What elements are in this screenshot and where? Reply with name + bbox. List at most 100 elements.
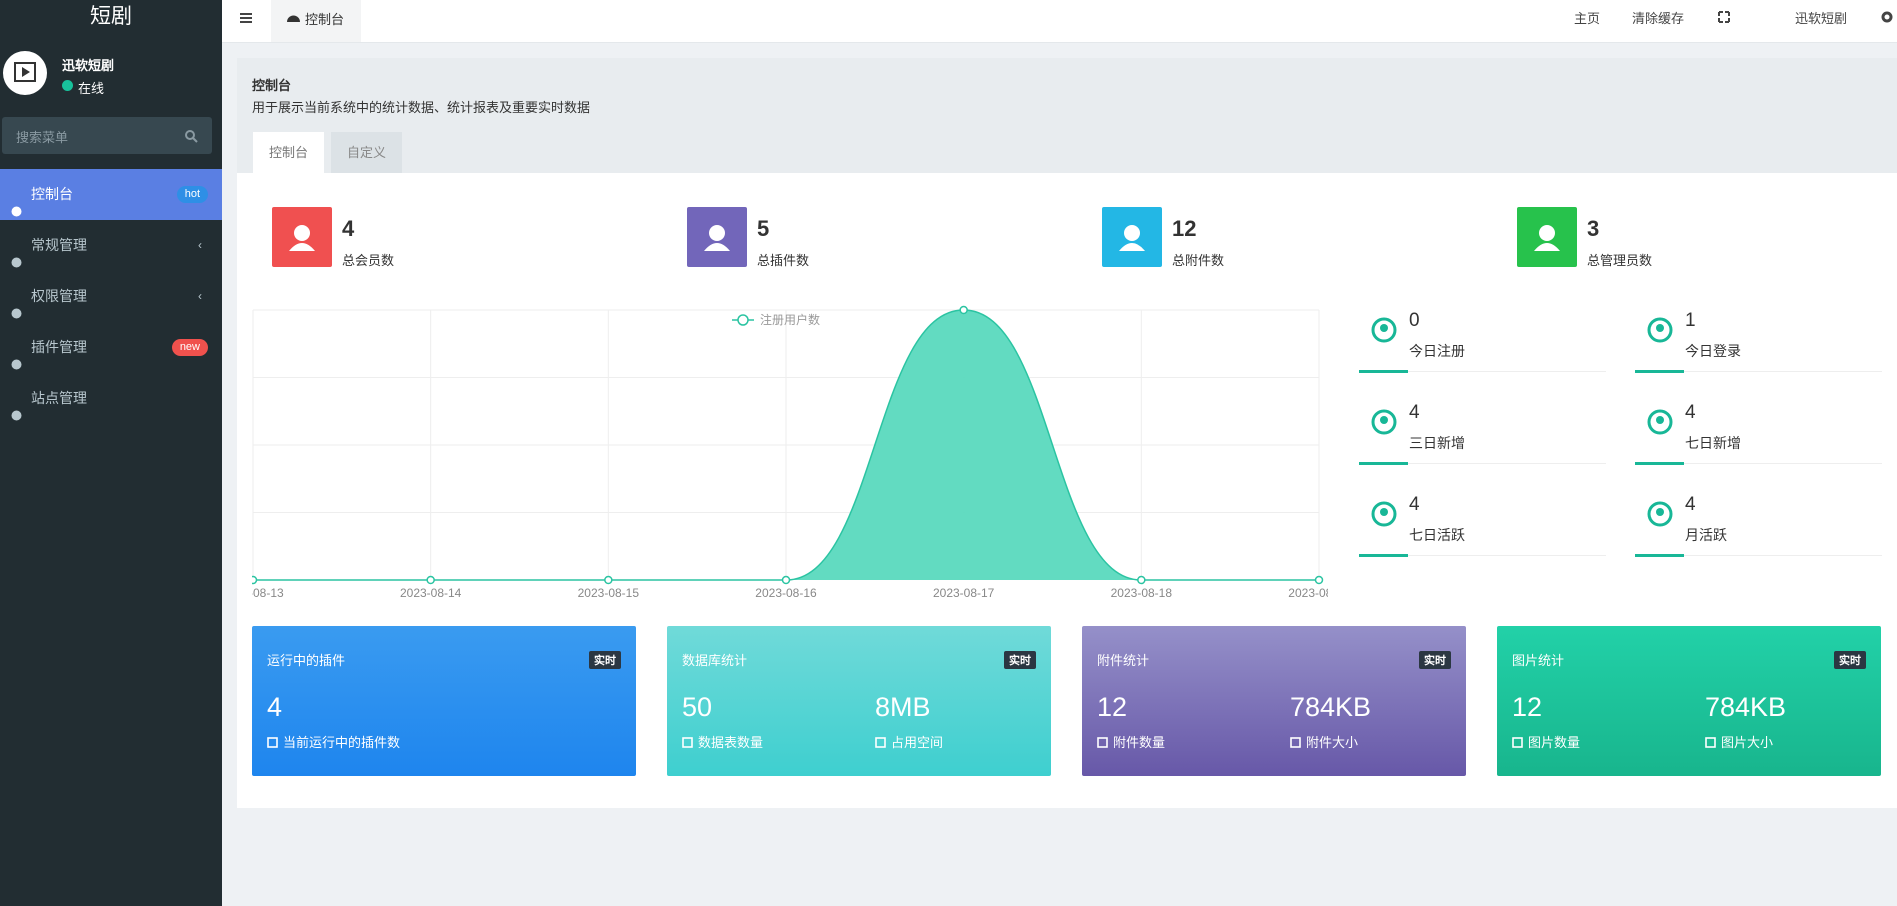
panel-tab[interactable]: 自定义 xyxy=(331,132,402,173)
point xyxy=(1314,575,1324,585)
home-link[interactable]: 主页 xyxy=(1574,11,1601,26)
card-label: 附件数量 xyxy=(1113,735,1166,750)
card-label: 附件大小 xyxy=(1306,735,1359,750)
card-icon-glyph xyxy=(1290,737,1301,748)
mini-label: 七日活跃 xyxy=(1409,527,1465,543)
card-icon-glyph xyxy=(875,737,886,748)
mini-rule xyxy=(1635,371,1882,372)
fullscreen-icon[interactable] xyxy=(1718,11,1730,23)
card-icon-glyph xyxy=(1705,737,1716,748)
card-icon xyxy=(267,735,278,748)
menu-icon xyxy=(10,392,23,421)
legend-label: 注册用户数 xyxy=(760,312,820,327)
card-title: 附件统计 xyxy=(1097,653,1150,668)
x-tick-label: 2023-08-19 xyxy=(1288,586,1328,600)
stat-value: 3 xyxy=(1587,216,1600,241)
mini-accent xyxy=(1359,370,1408,373)
mini-icon-glyph xyxy=(1647,501,1673,527)
stat-label: 总插件数 xyxy=(757,253,810,268)
menu-label: 插件管理 xyxy=(31,339,87,355)
brand: 短剧 xyxy=(90,5,132,28)
card-value: 784KB xyxy=(1705,692,1787,722)
menu-item[interactable]: 常规管理 ‹ xyxy=(0,220,222,271)
mini-label: 七日新增 xyxy=(1685,435,1741,451)
mini-rule xyxy=(1359,371,1606,372)
mini-label: 今日注册 xyxy=(1409,343,1465,359)
menu-item[interactable]: 站点管理 xyxy=(0,373,222,424)
card-title: 数据库统计 xyxy=(682,653,748,668)
mini-icon xyxy=(1646,408,1674,436)
mini-rule xyxy=(1635,555,1882,556)
stat-label: 总附件数 xyxy=(1172,253,1225,268)
card-icon xyxy=(875,735,886,748)
chart: 2023-08-13 2023-08-14 2023-08-15 2023-08-16… xyxy=(252,305,1328,600)
profile-link[interactable]: 迅软短剧 xyxy=(1795,11,1848,26)
mini-accent xyxy=(1359,462,1408,465)
card-icon xyxy=(1097,735,1108,748)
point xyxy=(781,575,791,585)
menu-icon xyxy=(10,188,23,217)
x-tick-label: 2023-08-13 xyxy=(252,586,284,600)
card-label: 图片数量 xyxy=(1528,735,1581,750)
mini-rule xyxy=(1359,555,1606,556)
stat-icon-glyph xyxy=(1102,207,1162,267)
card-label: 当前运行中的插件数 xyxy=(283,735,401,750)
menu-item[interactable]: 控制台 hot xyxy=(0,169,222,220)
card-value: 4 xyxy=(267,692,283,722)
clear-cache-link[interactable]: 清除缓存 xyxy=(1632,11,1685,26)
stat-icon-glyph xyxy=(687,207,747,267)
mini-icon xyxy=(1370,500,1398,528)
mini-label: 今日登录 xyxy=(1685,343,1741,359)
tab[interactable]: 控制台 xyxy=(271,0,361,42)
x-tick-label: 2023-08-18 xyxy=(1111,586,1173,600)
mini-icon xyxy=(1646,500,1674,528)
status: 在线 xyxy=(78,81,105,96)
point xyxy=(959,305,968,315)
card-label: 占用空间 xyxy=(891,735,944,750)
mini-accent xyxy=(1359,554,1408,557)
point xyxy=(604,575,613,585)
stat-icon xyxy=(1517,207,1577,267)
mini-value: 0 xyxy=(1409,310,1420,331)
card-label: 数据表数量 xyxy=(698,735,764,750)
search-icon xyxy=(185,130,198,143)
stat-card: 数据库统计 实时 50 数据表数量 8MB 占用空间 xyxy=(667,626,1051,776)
stat-label: 总管理员数 xyxy=(1587,253,1653,268)
menu-icon xyxy=(10,239,23,268)
stat-value: 5 xyxy=(757,216,770,241)
x-tick-label: 2023-08-16 xyxy=(755,586,817,600)
stat-label: 总会员数 xyxy=(342,253,395,268)
menu-icon-glyph xyxy=(11,410,22,421)
menu-item[interactable]: 插件管理 new xyxy=(0,322,222,373)
card-icon-glyph xyxy=(1512,737,1523,748)
card-icon xyxy=(1290,735,1301,748)
settings-icon[interactable] xyxy=(1880,10,1894,24)
stat-icon xyxy=(1102,207,1162,267)
card-icon xyxy=(1512,735,1523,748)
menu-icon-glyph xyxy=(11,206,22,217)
menu-badge: new xyxy=(171,339,208,356)
menu-label: 权限管理 xyxy=(31,288,87,304)
panel-tab[interactable]: 控制台 xyxy=(253,132,324,173)
mini-rule xyxy=(1635,463,1882,464)
topbar: 控制台 主页 清除缓存 迅软短剧 xyxy=(222,0,1897,43)
search-placeholder: 搜索菜单 xyxy=(16,130,69,145)
card-label: 图片大小 xyxy=(1721,735,1774,750)
stat-card: 附件统计 实时 12 附件数量 784KB 附件大小 xyxy=(1082,626,1466,776)
menu-item[interactable]: 权限管理 ‹ xyxy=(0,271,222,322)
menu-icon-glyph xyxy=(11,257,22,268)
x-tick-label: 2023-08-17 xyxy=(933,586,995,600)
card-value: 8MB xyxy=(875,692,931,722)
menu-label: 常规管理 xyxy=(31,237,87,253)
card-badge: 实时 xyxy=(1834,651,1866,669)
card-badge: 实时 xyxy=(589,651,621,669)
stat-card: 运行中的插件 实时 4 当前运行中的插件数 xyxy=(252,626,636,776)
mini-label: 月活跃 xyxy=(1685,527,1727,543)
mini-icon-glyph xyxy=(1371,317,1397,343)
menu-toggle[interactable] xyxy=(239,11,253,25)
sidebar: 短剧 迅软短剧 在线 搜索菜单 控制台 hot 常规管理 ‹ 权限管理 ‹ 插件管理 new 站… xyxy=(0,0,222,906)
search-box[interactable]: 搜索菜单 xyxy=(2,117,212,154)
mini-accent xyxy=(1635,462,1684,465)
point xyxy=(252,575,258,585)
